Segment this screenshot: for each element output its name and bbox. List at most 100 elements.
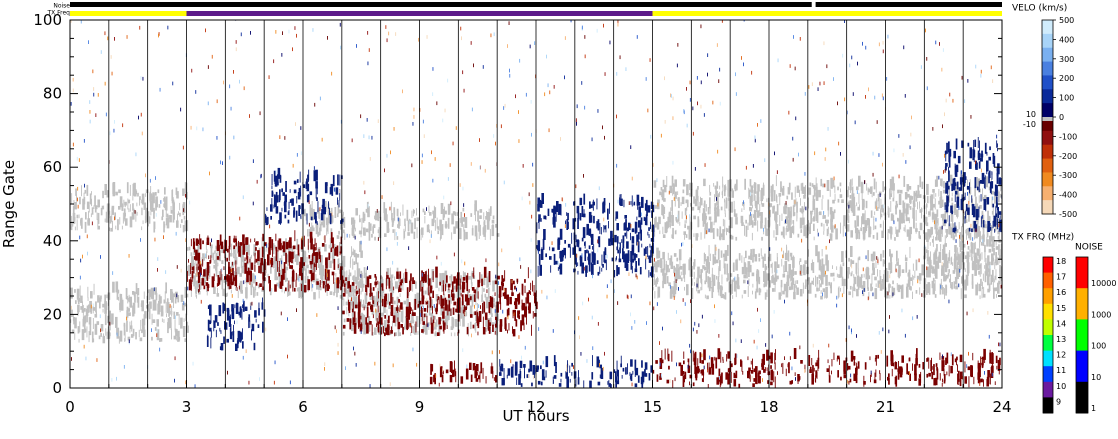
ground-scatter-point: [297, 274, 300, 278]
ground-scatter-point: [433, 211, 435, 223]
negative-velocity-point: [512, 310, 514, 319]
negative-velocity-point: [524, 279, 526, 283]
ground-scatter-point: [191, 256, 194, 268]
ground-scatter-point: [212, 252, 215, 261]
ground-scatter-point: [892, 183, 895, 191]
positive-velocity-point: [648, 227, 650, 231]
ground-scatter-point: [292, 256, 294, 264]
ground-scatter-point: [175, 336, 177, 341]
ground-scatter-point: [700, 286, 702, 291]
ground-scatter-point: [478, 220, 480, 232]
ground-scatter-point: [936, 231, 939, 236]
ground-scatter-point: [128, 297, 129, 302]
ground-scatter-point: [86, 305, 90, 313]
negative-velocity-point: [203, 269, 206, 277]
negative-velocity-point: [336, 277, 340, 289]
ground-scatter-point: [135, 283, 138, 295]
ground-scatter-point: [912, 203, 916, 207]
negative-velocity-point: [846, 363, 849, 371]
ground-scatter-point: [315, 223, 319, 235]
ground-scatter-point: [820, 283, 822, 288]
ground-scatter-point: [769, 253, 772, 262]
ground-scatter-point: [672, 183, 675, 195]
ground-scatter-point: [818, 189, 821, 198]
ground-scatter-point: [936, 219, 938, 224]
ground-scatter-point: [100, 324, 104, 332]
negative-velocity-point: [530, 282, 532, 291]
ground-scatter-point: [656, 222, 660, 230]
positive-velocity-point: [993, 155, 996, 167]
negative-velocity-point: [479, 371, 481, 383]
ground-scatter-point: [116, 323, 117, 335]
negative-velocity-point: [390, 330, 393, 334]
ground-scatter-point: [995, 246, 999, 250]
ground-scatter-point: [726, 228, 729, 232]
ground-scatter-point: [396, 296, 399, 308]
ground-scatter-point: [936, 175, 938, 187]
ground-scatter-point: [376, 291, 379, 303]
positive-velocity-point: [583, 193, 586, 205]
positive-velocity-point: [499, 359, 501, 367]
positive-velocity-point: [572, 247, 575, 255]
ground-scatter-point: [403, 300, 407, 305]
negative-velocity-point: [413, 312, 416, 316]
positive-velocity-point: [576, 263, 577, 267]
positive-velocity-point: [297, 192, 301, 200]
negative-velocity-point: [886, 355, 889, 367]
scatter-noise-point: [970, 115, 972, 119]
ground-scatter-point: [940, 178, 943, 186]
ground-scatter-point: [907, 217, 910, 221]
ground-scatter-point: [794, 271, 797, 275]
positive-velocity-point: [226, 309, 230, 321]
negative-velocity-point: [941, 360, 944, 372]
ground-scatter-point: [924, 217, 928, 225]
negative-velocity-point: [342, 292, 346, 297]
ground-scatter-point: [829, 233, 833, 238]
negative-velocity-point: [674, 377, 676, 382]
ground-scatter-point: [851, 178, 853, 186]
positive-velocity-point: [581, 262, 584, 274]
ground-scatter-point: [314, 295, 316, 300]
ground-scatter-point: [955, 249, 957, 261]
positive-velocity-point: [963, 179, 966, 187]
ground-scatter-point: [930, 226, 933, 235]
ground-scatter-point: [789, 221, 791, 229]
ground-scatter-point: [872, 262, 875, 271]
ground-scatter-point: [397, 209, 399, 221]
positive-velocity-point: [974, 177, 977, 189]
ground-scatter-point: [722, 229, 725, 241]
ground-scatter-point: [823, 215, 826, 219]
ground-scatter-point: [354, 221, 356, 230]
positive-velocity-point: [529, 360, 533, 372]
ground-scatter-point: [808, 282, 812, 294]
ground-scatter-point: [363, 323, 366, 335]
positive-velocity-point: [619, 201, 621, 206]
scatter-noise-point: [837, 101, 838, 106]
scatter-noise-point: [659, 341, 660, 345]
positive-velocity-point: [985, 203, 987, 212]
negative-velocity-point: [410, 273, 412, 281]
positive-velocity-point: [557, 238, 560, 250]
ground-scatter-point: [741, 222, 744, 226]
ground-scatter-point: [752, 248, 755, 257]
ground-scatter-point: [388, 305, 391, 309]
ground-scatter-point: [841, 251, 844, 263]
positive-velocity-point: [997, 218, 998, 230]
ground-scatter-point: [952, 262, 954, 266]
ground-scatter-point: [483, 220, 486, 228]
ground-scatter-point: [903, 227, 905, 231]
scatter-noise-point: [390, 150, 391, 155]
negative-velocity-point: [472, 363, 476, 371]
ground-scatter-point: [148, 310, 151, 318]
negative-velocity-point: [244, 257, 246, 262]
ground-scatter-point: [812, 201, 814, 212]
ground-scatter-point: [875, 283, 877, 288]
ground-scatter-point: [954, 235, 955, 240]
ground-scatter-point: [163, 221, 165, 233]
negative-velocity-point: [430, 363, 432, 375]
ground-scatter-point: [97, 225, 100, 230]
positive-velocity-point: [553, 206, 557, 215]
negative-velocity-point: [291, 252, 293, 264]
ground-scatter-point: [818, 280, 820, 291]
negative-velocity-point: [468, 289, 470, 293]
